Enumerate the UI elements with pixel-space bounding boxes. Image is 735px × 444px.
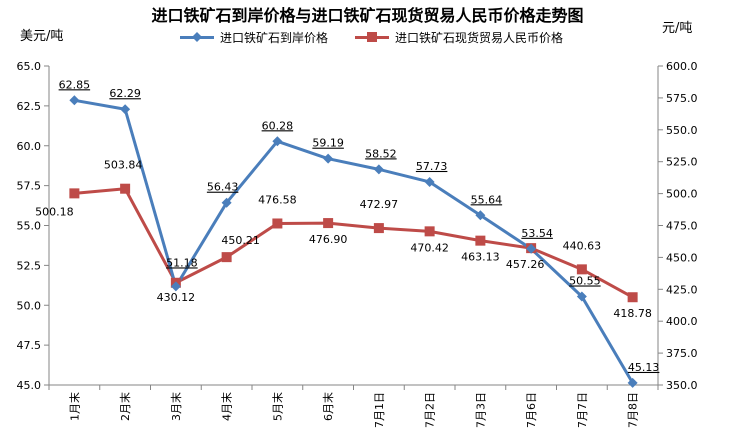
point-rmb-price [475, 235, 486, 246]
point-usd-price [120, 104, 131, 115]
data-label-usd-price: 56.43 [207, 181, 239, 194]
y-right-tick-label: 525.0 [666, 156, 698, 169]
x-tick-label: 7月2日 [424, 392, 437, 428]
y-right-tick-label: 450.0 [666, 251, 698, 264]
y-right-tick-label: 550.0 [666, 124, 698, 137]
data-label-rmb-price: 470.42 [410, 241, 449, 254]
point-usd-price [221, 197, 232, 208]
y-left-tick-label: 50.0 [17, 299, 42, 312]
data-label-rmb-price: 476.58 [258, 193, 297, 206]
data-label-usd-price: 60.28 [262, 119, 294, 132]
point-usd-price [272, 136, 283, 147]
x-tick-label: 6月末 [321, 392, 335, 421]
y-left-tick-label: 52.5 [17, 259, 42, 272]
point-usd-price [424, 176, 435, 187]
point-usd-price [475, 210, 486, 221]
point-rmb-price [576, 264, 587, 275]
legend-label-usd-price: 进口铁矿石到岸价格 [220, 31, 329, 45]
series-line-usd-price [74, 98, 634, 384]
y-axis-right-title: 元/吨 [662, 21, 693, 36]
data-label-usd-price: 62.29 [109, 87, 141, 100]
y-right-tick-label: 350.0 [666, 379, 698, 392]
point-usd-price [323, 153, 334, 164]
data-label-usd-price: 53.54 [521, 227, 553, 240]
data-label-rmb-price: 472.97 [360, 198, 399, 211]
x-tick-label: 3月末 [169, 392, 183, 421]
point-rmb-price [69, 188, 80, 199]
series-line-rmb-price [74, 187, 634, 299]
legend-label-rmb-price: 进口铁矿石现货贸易人民币价格 [395, 31, 564, 45]
y-left-tick-label: 62.5 [17, 100, 42, 113]
point-rmb-price [120, 183, 131, 194]
data-label-rmb-price: 463.13 [461, 251, 500, 264]
y-left-tick-label: 47.5 [17, 339, 42, 352]
x-tick-label: 4月末 [220, 392, 234, 421]
data-label-rmb-price: 418.78 [613, 307, 652, 320]
point-rmb-price [424, 226, 435, 237]
data-label-usd-price: 50.55 [569, 274, 601, 287]
y-right-tick-label: 600.0 [666, 60, 698, 73]
point-rmb-price [627, 292, 638, 303]
x-tick-label: 1月末 [67, 392, 81, 421]
y-right-tick-label: 500.0 [666, 188, 698, 201]
y-right-tick-label: 475.0 [666, 220, 698, 233]
data-label-rmb-price: 503.84 [104, 159, 143, 172]
point-rmb-price [272, 218, 283, 229]
data-label-usd-price: 62.85 [59, 78, 91, 91]
y-axis-left-title: 美元/吨 [20, 29, 64, 44]
square-marker-icon [367, 32, 377, 42]
point-usd-price [373, 164, 384, 175]
point-usd-price [170, 281, 181, 292]
x-tick-label: 7月8日 [627, 392, 640, 428]
data-label-rmb-price: 440.63 [563, 239, 602, 252]
point-usd-price [69, 95, 80, 106]
x-tick-label: 5月末 [270, 392, 284, 421]
x-tick-label: 7月3日 [474, 392, 487, 428]
data-label-rmb-price: 476.90 [309, 233, 348, 246]
data-label-rmb-price: 500.18 [35, 205, 74, 218]
data-label-usd-price: 55.64 [471, 193, 503, 206]
y-left-tick-label: 57.5 [17, 180, 42, 193]
point-usd-price [576, 291, 587, 302]
data-label-rmb-price: 457.26 [506, 258, 545, 271]
y-left-tick-label: 65.0 [17, 60, 42, 73]
data-label-usd-price: 51.18 [166, 256, 198, 269]
point-rmb-price [221, 252, 232, 263]
chart-title: 进口铁矿石到岸价格与进口铁矿石现货贸易人民币价格走势图 [151, 6, 584, 25]
data-label-rmb-price: 450.21 [221, 234, 260, 247]
data-label-usd-price: 45.13 [628, 361, 660, 374]
point-usd-price [627, 377, 638, 388]
data-label-usd-price: 59.19 [312, 137, 344, 150]
x-tick-label: 7月6日 [525, 392, 538, 428]
x-tick-label: 2月末 [118, 392, 132, 421]
point-rmb-price [373, 223, 384, 234]
y-left-tick-label: 55.0 [17, 220, 42, 233]
data-label-rmb-price: 430.12 [157, 291, 196, 304]
x-tick-label: 7月7日 [576, 392, 589, 428]
point-usd-price [526, 243, 537, 254]
y-left-tick-label: 60.0 [17, 140, 42, 153]
x-tick-label: 7月1日 [373, 392, 386, 428]
point-rmb-price [323, 218, 334, 229]
y-left-tick-label: 45.0 [17, 379, 42, 392]
y-right-tick-label: 425.0 [666, 283, 698, 296]
y-right-tick-label: 375.0 [666, 347, 698, 360]
data-label-usd-price: 57.73 [416, 160, 448, 173]
y-right-tick-label: 400.0 [666, 315, 698, 328]
y-right-tick-label: 575.0 [666, 92, 698, 105]
diamond-marker-icon [192, 32, 202, 42]
data-label-usd-price: 58.52 [365, 147, 397, 160]
